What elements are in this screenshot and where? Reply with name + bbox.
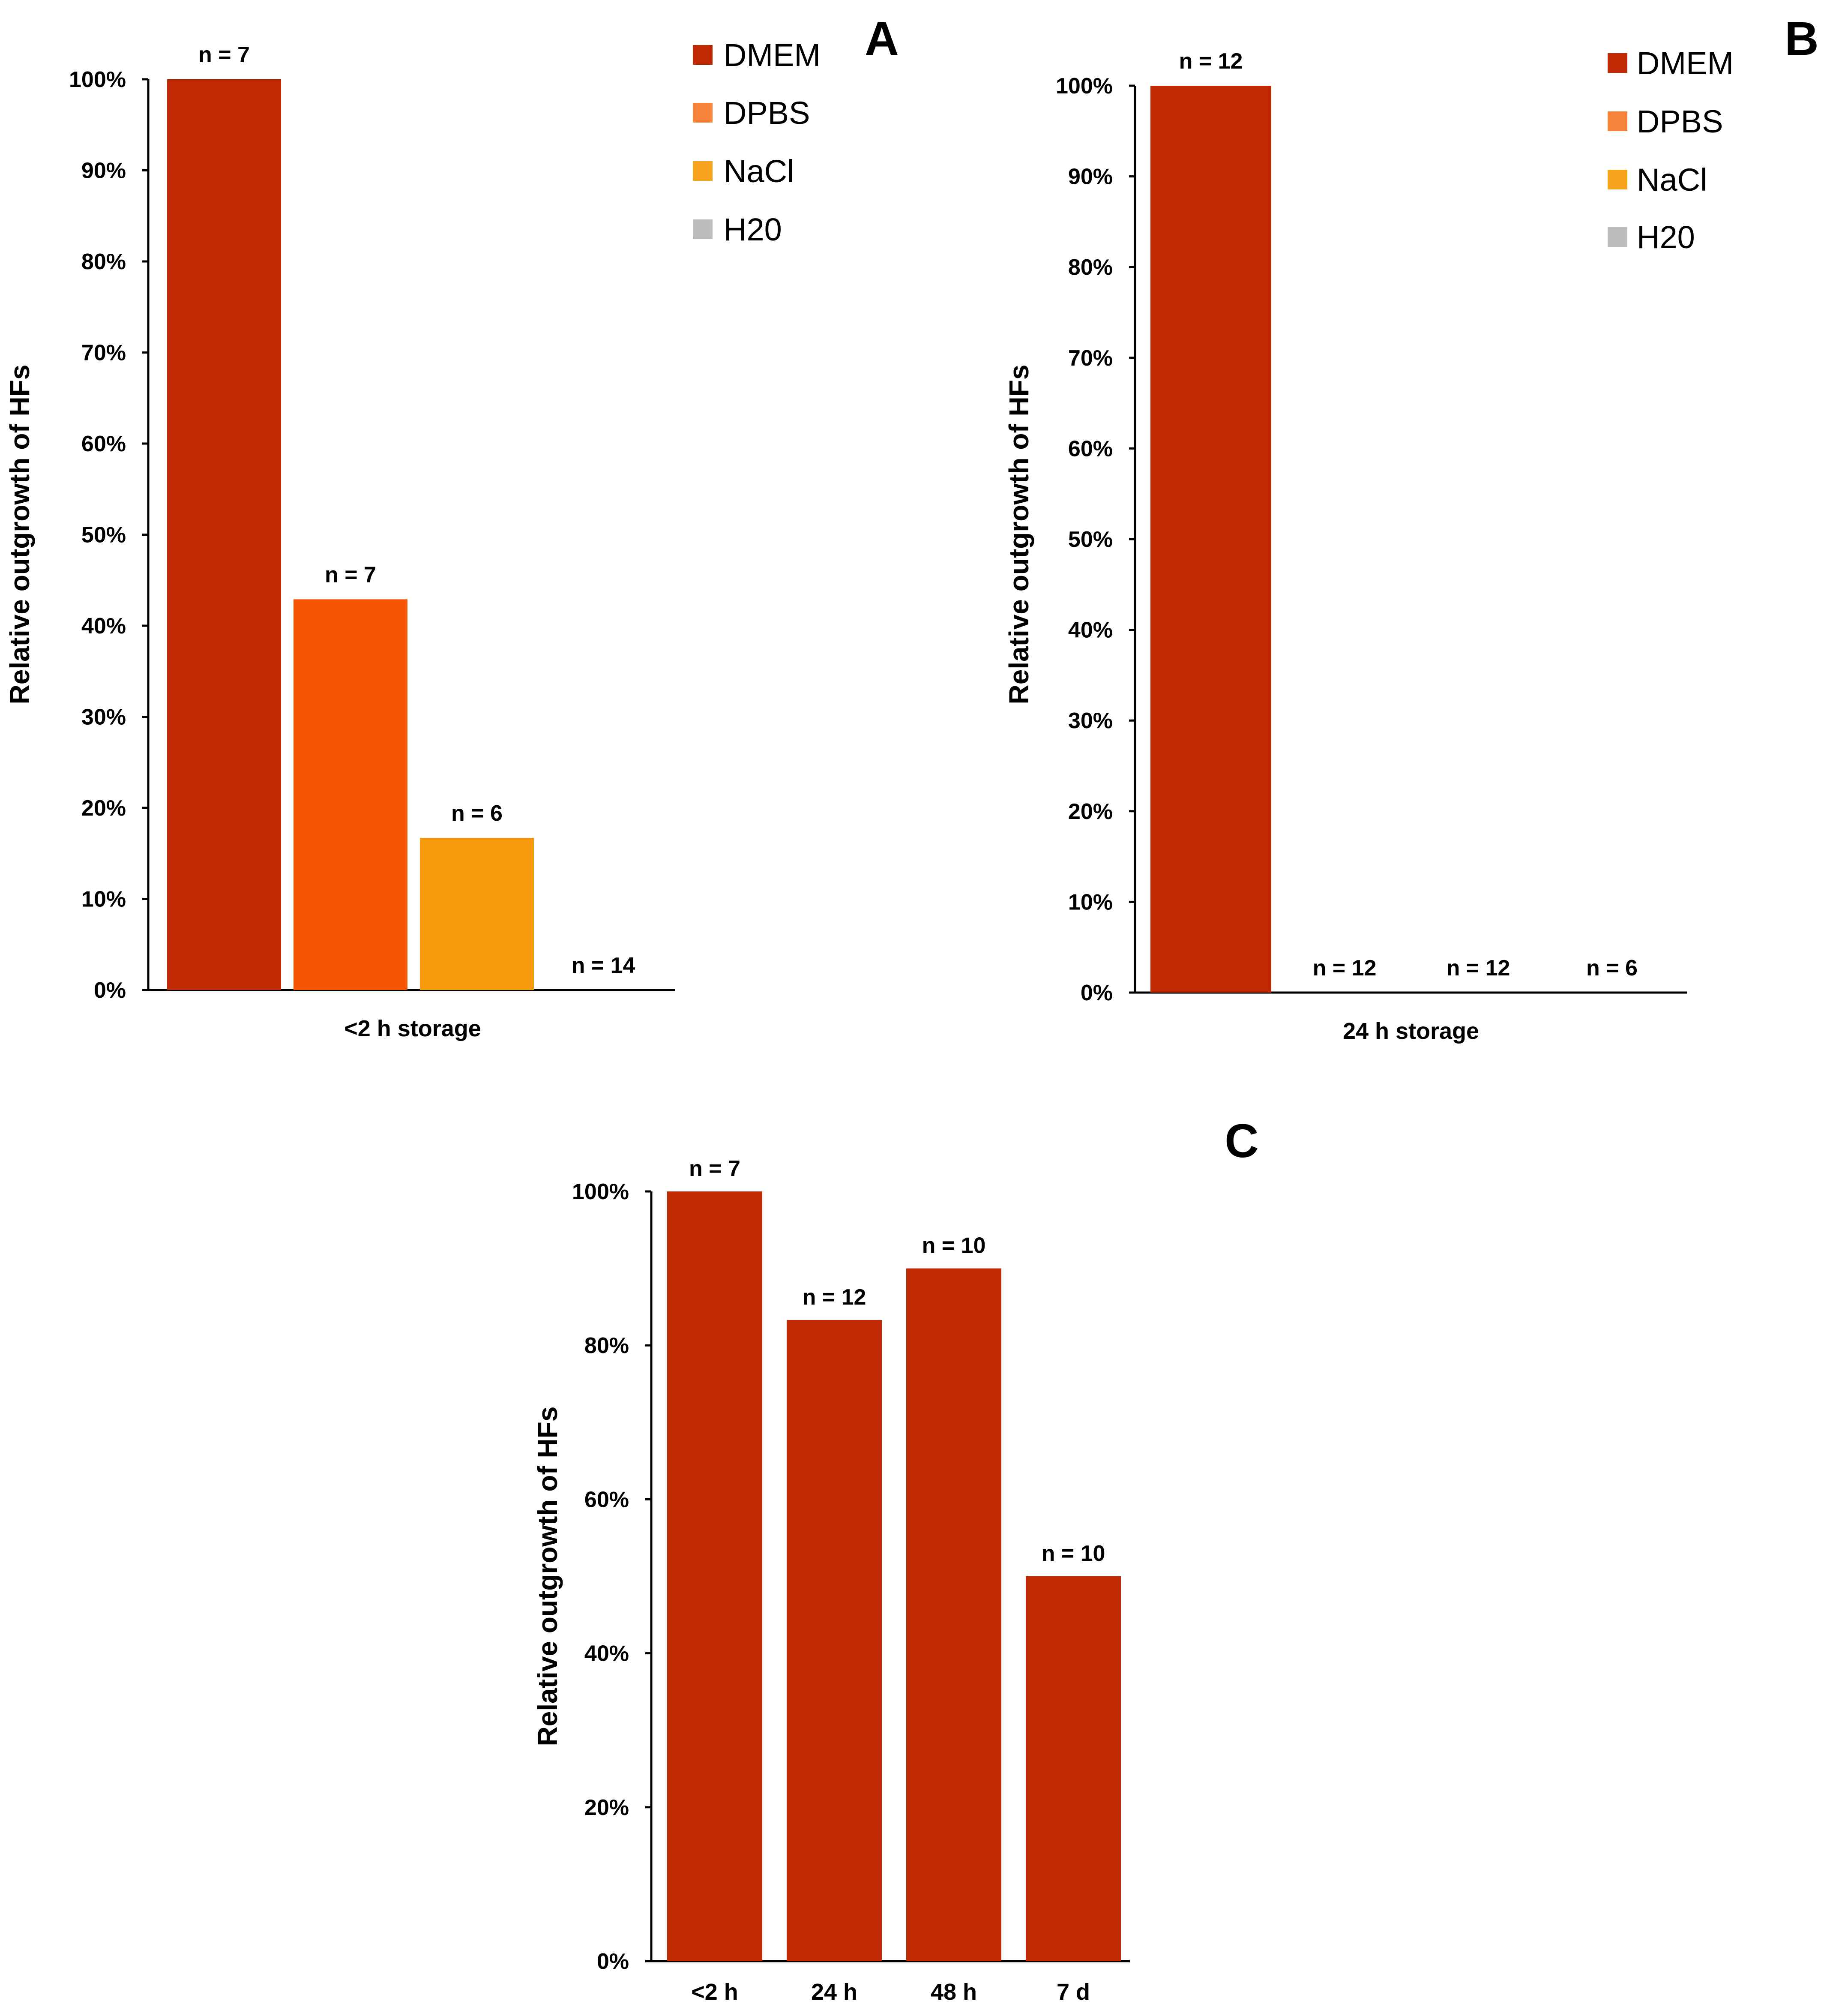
panel-a-y-tick-label: 30% <box>81 705 126 730</box>
panel-a-legend-label-h20: H20 <box>724 212 782 247</box>
panel-b-x-axis-title: 24 h storage <box>1343 1018 1479 1044</box>
panel-c-y-tick-label: 20% <box>584 1795 629 1820</box>
panel-c-chart: 0% 20% 40% 60% 80% 100% n = 7 <2 h n = 12 24 h n =… <box>532 1115 1259 2005</box>
panel-b-legend-swatch-dpbs <box>1608 111 1627 131</box>
panel-b-y-tick-label: 20% <box>1068 799 1113 824</box>
panel-b-y-tick-label: 50% <box>1068 527 1113 552</box>
panel-b-y-axis-title: Relative outgrowth of HFs <box>1003 365 1034 705</box>
panel-a-y-tick-label: 10% <box>81 887 126 912</box>
panel-b-letter: B <box>1785 12 1818 65</box>
panel-a-n-label-dmem: n = 7 <box>198 42 250 67</box>
panel-c-n-label-48-h: n = 10 <box>922 1233 986 1258</box>
panel-a-n-label-nacl: n = 6 <box>451 801 503 826</box>
panel-c-bar-7-d <box>1026 1576 1121 1961</box>
panel-c-x-tick-label-7-d: 7 d <box>1057 1979 1090 2005</box>
panel-c-x-tick-label-48-h: 48 h <box>931 1979 977 2005</box>
panel-a-legend-label-dpbs: DPBS <box>724 95 810 131</box>
panel-a-y-tick-label: 90% <box>81 159 126 183</box>
panel-c-x-tick-label-24-h: 24 h <box>811 1979 857 2005</box>
panel-a-y-tick-label: 80% <box>81 249 126 274</box>
panel-b-y-tick-label: 30% <box>1068 708 1113 733</box>
panel-b-y-tick-label: 40% <box>1068 618 1113 643</box>
panel-b-n-label-dpbs: n = 12 <box>1313 956 1377 981</box>
panel-c-y-tick-label: 80% <box>584 1333 629 1358</box>
panel-a-legend-swatch-dpbs <box>693 103 713 123</box>
panel-a-y-tick-label: 20% <box>81 796 126 821</box>
panel-b-chart: 0% 10% 20% 30% 40% 50% 60% 70% 80% 90% 100% n = 12 n… <box>1003 12 1819 1044</box>
panel-a-legend-swatch-dmem <box>693 45 713 65</box>
panel-c-bar-24-h <box>787 1320 882 1961</box>
panel-a-letter: A <box>865 12 899 65</box>
panel-a-y-tick-label: 70% <box>81 341 126 366</box>
panel-a-y-tick-label: 50% <box>81 523 126 548</box>
panel-c-n-label-24-h: n = 12 <box>803 1285 866 1310</box>
panel-a-legend-swatch-h20 <box>693 219 713 239</box>
panel-a-bar-nacl <box>420 838 534 990</box>
panel-b-y-tick-label: 90% <box>1068 165 1113 189</box>
panel-a-legend-swatch-nacl <box>693 161 713 181</box>
panel-b-y-tick-label: 60% <box>1068 436 1113 461</box>
panel-b-legend-swatch-h20 <box>1608 227 1627 247</box>
panel-c-bar-48-h <box>906 1268 1001 1961</box>
panel-c-y-axis-title: Relative outgrowth of HFs <box>532 1407 563 1746</box>
panel-a-y-tick-label: 60% <box>81 432 126 456</box>
panel-a-bar-dpbs <box>294 599 407 990</box>
panel-b-y-tick-label: 100% <box>1056 74 1113 99</box>
panel-c-n-label-7-d: n = 10 <box>1042 1541 1105 1566</box>
panel-a-legend-label-dmem: DMEM <box>724 37 821 73</box>
panel-b-y-tick-label: 80% <box>1068 255 1113 280</box>
panel-a-n-label-h20: n = 14 <box>572 953 635 978</box>
panel-c-bar-2-h <box>667 1191 762 1961</box>
panel-c-n-label-2-h: n = 7 <box>689 1156 740 1181</box>
panel-b-n-label-h20: n = 6 <box>1586 956 1638 981</box>
panel-b-n-label-nacl: n = 12 <box>1447 956 1510 981</box>
panel-a-y-tick-label: 100% <box>69 67 126 92</box>
panel-b-legend-swatch-nacl <box>1608 170 1627 189</box>
panel-b-y-tick-label: 70% <box>1068 346 1113 371</box>
panel-b-legend-label-nacl: NaCl <box>1637 162 1707 198</box>
panel-c-y-tick-label: 40% <box>584 1641 629 1666</box>
panel-a-legend-label-nacl: NaCl <box>724 153 794 189</box>
panel-a-y-tick-label: 0% <box>94 978 126 1003</box>
panel-b-legend-swatch-dmem <box>1608 53 1627 73</box>
panel-c-y-tick-label: 0% <box>597 1949 629 1974</box>
panel-b-y-tick-label: 0% <box>1081 981 1113 1005</box>
panel-c-y-tick-label: 60% <box>584 1487 629 1512</box>
panel-a-y-axis-title: Relative outgrowth of HFs <box>4 365 35 705</box>
panel-a-chart: 0% 10% 20% 30% 40% 50% 60% 70% 80% 90% 100% n = 7 n … <box>4 12 899 1041</box>
panel-c-x-tick-label-2-h: <2 h <box>691 1979 738 2005</box>
panel-b-n-label-dmem: n = 12 <box>1179 49 1243 74</box>
panel-c-y-tick-label: 100% <box>572 1179 629 1204</box>
panel-b-bar-dmem <box>1150 86 1271 993</box>
panel-b-legend-label-dpbs: DPBS <box>1637 104 1723 139</box>
panel-a-x-axis-title: <2 h storage <box>344 1016 481 1041</box>
panel-b-y-tick-label: 10% <box>1068 890 1113 915</box>
panel-b-legend-label-dmem: DMEM <box>1637 45 1734 81</box>
panel-c-letter: C <box>1225 1115 1258 1167</box>
panel-a-bar-dmem <box>167 79 281 990</box>
panel-a-n-label-dpbs: n = 7 <box>325 562 376 587</box>
panel-b-legend-label-h20: H20 <box>1637 219 1695 255</box>
panel-a-y-tick-label: 40% <box>81 614 126 639</box>
